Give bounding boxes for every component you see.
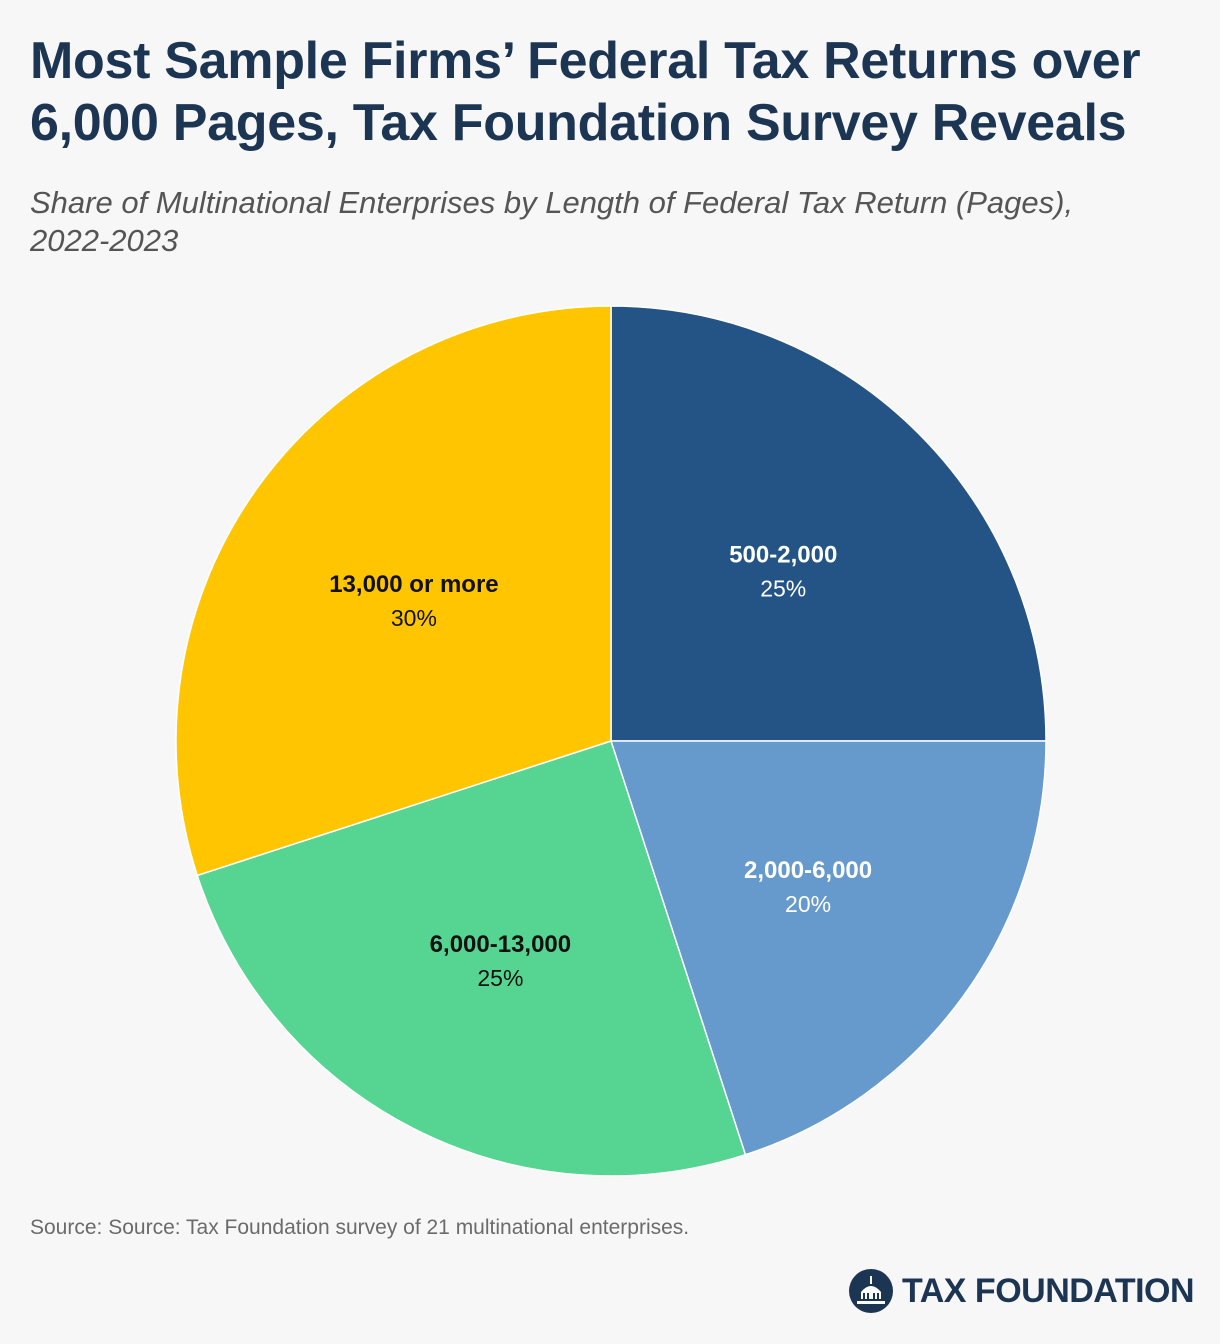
slice-value-0: 25% [760, 576, 806, 602]
slice-label-2: 6,000-13,000 [430, 931, 571, 958]
brand-logo: TAX FOUNDATION [848, 1266, 1195, 1316]
capitol-dome-icon [849, 1269, 893, 1313]
slice-label-1: 2,000-6,000 [744, 857, 872, 884]
slice-value-3: 30% [391, 605, 437, 631]
pie-slice-0 [610, 305, 1047, 742]
pie-slice-3 [175, 305, 612, 877]
slice-value-1: 20% [785, 891, 831, 917]
source-note: Source: Source: Tax Foundation survey of… [30, 1216, 690, 1239]
chart-subtitle: Share of Multinational Enterprises by Le… [30, 185, 1074, 258]
slice-value-2: 25% [477, 965, 523, 991]
pie-slice-2 [196, 740, 747, 1177]
slice-label-0: 500-2,000 [729, 542, 837, 569]
slice-label-3: 13,000 or more [329, 571, 498, 598]
brand-name: TAX FOUNDATION [902, 1271, 1195, 1310]
pie-slice-1 [609, 740, 1047, 1156]
chart-title: Most Sample Firms’ Federal Tax Returns o… [30, 32, 1141, 152]
